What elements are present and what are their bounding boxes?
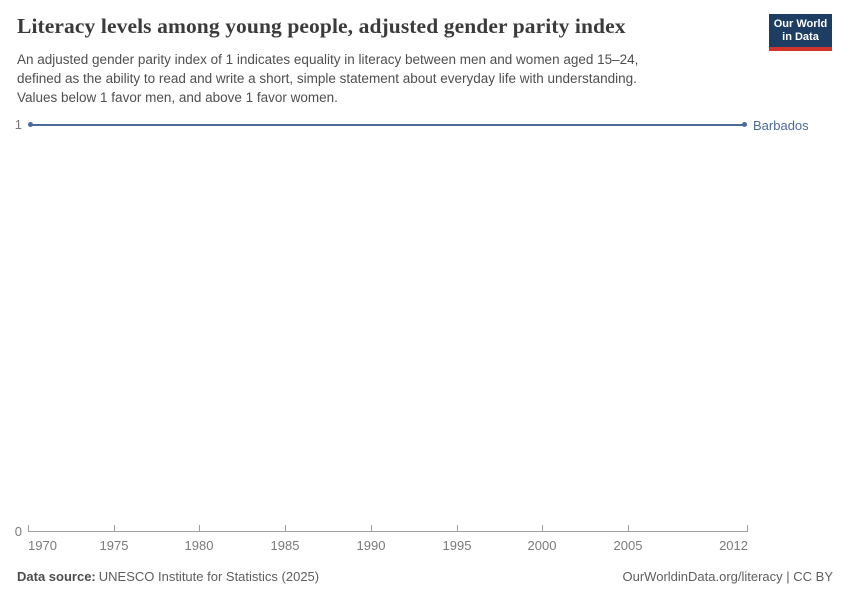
x-axis-tick-2012: [747, 525, 748, 531]
credit-link[interactable]: OurWorldinData.org/literacy | CC BY: [622, 569, 833, 584]
y-axis-tick-label-1: 1: [14, 117, 22, 132]
x-axis-tick-1995: [457, 525, 458, 531]
entity-label-barbados[interactable]: Barbados: [753, 118, 809, 133]
x-axis-tick-1985: [285, 525, 286, 531]
x-axis-label-1990: 1990: [356, 538, 386, 553]
x-axis-tick-1990: [371, 525, 372, 531]
subtitle-line-3: Values below 1 favor men, and above 1 fa…: [17, 90, 338, 105]
series-line-barbados[interactable]: [29, 124, 745, 126]
x-axis-tick-1975: [114, 525, 115, 531]
x-axis-label-1985: 1985: [270, 538, 300, 553]
x-axis-label-1975: 1975: [99, 538, 129, 553]
page-title: Literacy levels among young people, adju…: [17, 14, 626, 38]
x-axis-label-1980: 1980: [184, 538, 214, 553]
owid-logo[interactable]: Our World in Data: [769, 14, 832, 51]
data-source-label: Data source:: [17, 569, 96, 584]
data-source: Data source: UNESCO Institute for Statist…: [17, 569, 319, 584]
subtitle-line-2: defined as the ability to read and write…: [17, 71, 637, 86]
x-axis-label-1995: 1995: [442, 538, 472, 553]
x-axis-label-2000: 2000: [527, 538, 557, 553]
x-axis-label-2005: 2005: [613, 538, 643, 553]
x-axis-tick-1980: [199, 525, 200, 531]
chart-subtitle: An adjusted gender parity index of 1 ind…: [17, 50, 638, 107]
data-source-text: UNESCO Institute for Statistics (2025): [98, 569, 320, 584]
x-axis-tick-2005: [628, 525, 629, 531]
x-axis-tick-2000: [542, 525, 543, 531]
x-axis-label-1970: 1970: [28, 538, 57, 553]
series-end-point[interactable]: [742, 122, 747, 127]
logo-text-line-2: in Data: [782, 31, 819, 43]
logo-text-line-1: Our World: [773, 18, 828, 30]
x-axis-label-2012: 2012: [719, 538, 748, 553]
x-axis-line: [28, 531, 748, 532]
y-axis-tick-label-0: 0: [14, 524, 22, 539]
subtitle-line-1: An adjusted gender parity index of 1 ind…: [17, 52, 639, 67]
x-axis-tick-1970: [28, 525, 29, 531]
series-start-point[interactable]: [28, 122, 33, 127]
